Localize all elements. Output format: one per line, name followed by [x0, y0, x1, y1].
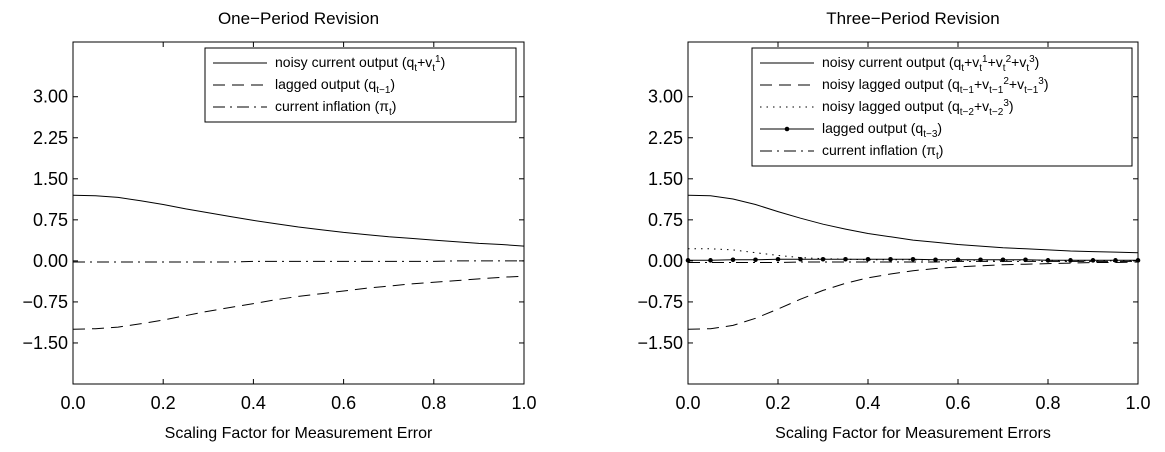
- legend-entry-2: noisy lagged output (qt−1+vt−12+vt−13): [822, 76, 1049, 96]
- y-tick-label: 0.75: [33, 210, 68, 230]
- y-tick-label: 2.25: [648, 128, 683, 148]
- series-line-1: [687, 194, 1139, 254]
- chart-title: Three−Period Revision: [826, 9, 999, 28]
- series-line-1: [72, 194, 525, 247]
- y-tick-label: −0.75: [637, 292, 683, 312]
- y-tick-label: 0.75: [648, 210, 683, 230]
- y-tick-label: 0.00: [33, 251, 68, 271]
- x-tick-label: 1.0: [1125, 393, 1150, 413]
- x-tick-label: 0.2: [765, 393, 790, 413]
- series-point-4: [708, 258, 713, 263]
- series-point-4: [888, 256, 893, 262]
- legend: noisy current output (qt+vt1)lagged outp…: [204, 47, 517, 123]
- legend-entry-3: noisy lagged output (qt−2+vt−23): [822, 98, 1014, 118]
- legend-entry-4: lagged output (qt−3): [822, 120, 942, 140]
- series-point-4: [730, 257, 736, 263]
- plot-frame: [687, 41, 1139, 385]
- x-tick-label: 0.6: [945, 393, 970, 413]
- y-tick-label: 0.00: [648, 251, 683, 271]
- x-tick-label: 1.0: [511, 393, 536, 413]
- chart-one-period-revision: One−Period Revision 0.0 0.2 0.4 0.6 0.8 1.0 −1.…: [22, 9, 536, 442]
- y-tick-label: 3.00: [33, 87, 68, 107]
- x-tick-label: 0.2: [151, 393, 176, 413]
- series-line-2: [72, 275, 525, 330]
- plot-frame: [72, 41, 525, 385]
- y-tick-label: −1.50: [22, 333, 68, 353]
- x-axis-label: Scaling Factor for Measurement Errors: [775, 425, 1051, 442]
- legend-entry-2: lagged output (qt−1): [275, 76, 395, 96]
- x-tick-label: 0.0: [60, 393, 85, 413]
- y-tick-label: 3.00: [648, 87, 683, 107]
- legend-swatch-marker: [784, 126, 790, 132]
- legend-entry-3: current inflation (πt): [275, 98, 396, 118]
- series-point-4: [1113, 258, 1118, 263]
- x-tick-label: 0.8: [1035, 393, 1060, 413]
- y-tick-label: −0.75: [22, 292, 68, 312]
- chart-title: One−Period Revision: [218, 9, 379, 28]
- series-point-4: [685, 258, 691, 263]
- series-point-4: [933, 257, 938, 263]
- y-tick-label: −1.50: [637, 333, 683, 353]
- series-point-4: [843, 256, 848, 262]
- x-tick-label: 0.6: [331, 393, 356, 413]
- x-tick-label: 0.4: [855, 393, 880, 413]
- series-point-4: [1068, 258, 1073, 263]
- x-axis-label: Scaling Factor for Measurement Error: [165, 425, 433, 442]
- series-point-4: [1045, 258, 1051, 263]
- series-point-4: [865, 256, 871, 262]
- legend-entry-5: current inflation (πt): [822, 142, 943, 162]
- series-point-4: [820, 256, 826, 262]
- series-line-5: [688, 260, 1138, 263]
- x-tick-label: 0.0: [675, 393, 700, 413]
- series-point-4: [775, 256, 781, 262]
- series-point-4: [1135, 258, 1141, 263]
- y-tick-label: 2.25: [33, 128, 68, 148]
- legend-entry-1: noisy current output (qt+vt1): [275, 54, 445, 74]
- y-tick-label: 1.50: [33, 169, 68, 189]
- chart-three-period-revision: Three−Period Revision 0.0 0.2 0.4 0.6 0.8 1.0 −…: [637, 9, 1150, 442]
- series-line-3: [73, 260, 524, 263]
- legend-box: [204, 47, 517, 123]
- legend-entry-1: noisy current output (qt+vt1+vt2+vt3): [822, 54, 1039, 74]
- series-point-4: [798, 256, 803, 262]
- series-point-4: [910, 256, 916, 262]
- x-tick-label: 0.8: [421, 393, 446, 413]
- series-line-2: [687, 261, 1139, 330]
- series-point-4: [753, 257, 758, 263]
- x-tick-label: 0.4: [241, 393, 266, 413]
- legend: noisy current output (qt+vt1+vt2+vt3)noi…: [751, 47, 1133, 167]
- y-tick-label: 1.50: [648, 169, 683, 189]
- legend-box: [751, 47, 1133, 167]
- series-point-4: [1090, 258, 1096, 263]
